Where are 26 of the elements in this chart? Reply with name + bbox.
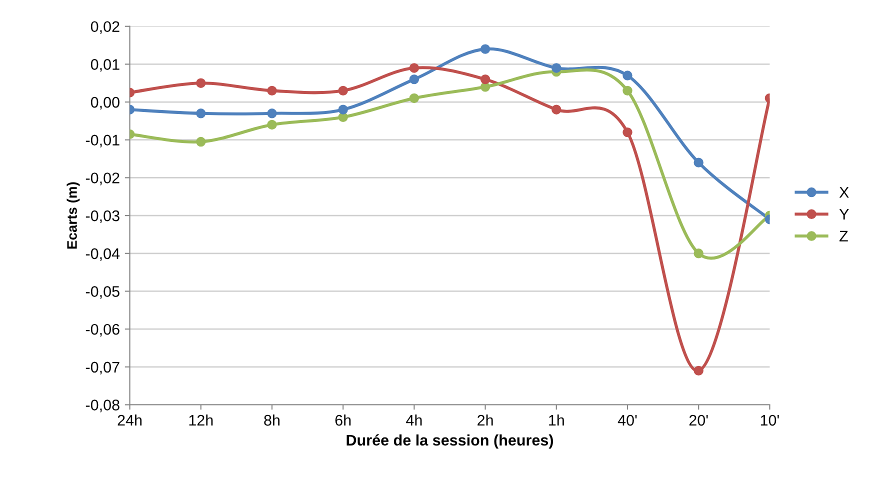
- x-axis-title: Durée de la session (heures): [346, 434, 553, 449]
- y-tick-label: -0,08: [86, 400, 120, 412]
- x-tick-label: 2h: [478, 414, 493, 426]
- y-tick-label: -0,07: [86, 362, 120, 374]
- x-tick-label: 6h: [335, 414, 351, 426]
- y-tick-label: 0,00: [90, 96, 120, 110]
- y-tick-label: 0,02: [90, 21, 120, 34]
- x-tick-label: 40': [618, 414, 637, 426]
- y-tick-label: 0,01: [90, 59, 120, 72]
- x-tick-label: 10': [760, 414, 779, 426]
- y-axis-title: Ecarts (m): [66, 182, 80, 249]
- x-tick-label: 8h: [264, 414, 280, 426]
- y-tick-label: -0,06: [86, 324, 120, 337]
- y-tick-label: -0,05: [86, 286, 120, 299]
- legend-label: X: [839, 187, 849, 198]
- x-tick-label: 1h: [549, 414, 564, 426]
- y-tick-label: -0,02: [86, 172, 120, 186]
- y-tick-label: -0,04: [86, 248, 120, 261]
- x-tick-label: 24h: [118, 414, 142, 426]
- y-tick-label: -0,03: [86, 210, 120, 224]
- x-tick-label: 12h: [189, 414, 213, 426]
- x-tick-label: 20': [689, 414, 708, 426]
- y-tick-label: -0,01: [86, 134, 120, 148]
- legend-label: Z: [840, 230, 848, 242]
- x-tick-label: 4h: [406, 414, 422, 426]
- legend-label: Y: [839, 208, 849, 220]
